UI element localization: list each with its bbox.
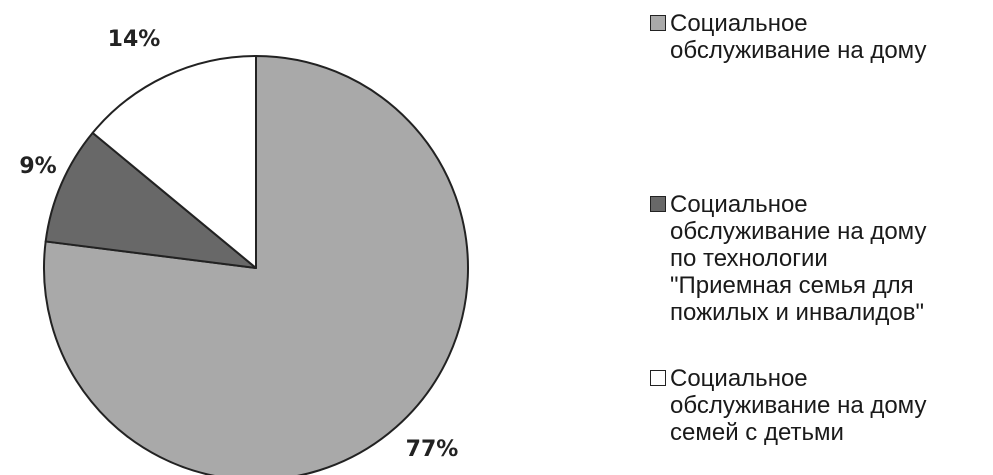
legend-swatch-foster-family bbox=[650, 196, 666, 212]
legend-swatch-home-care bbox=[650, 15, 666, 31]
legend-label-home-care: Социальное обслуживание на дому bbox=[670, 10, 927, 64]
legend-label-foster-family: Социальное обслуживание на дому по техно… bbox=[670, 191, 927, 326]
legend-item-home-care: Социальное обслуживание на дому bbox=[650, 10, 985, 64]
pie-slice-families-with-children bbox=[91, 55, 257, 269]
data-label-families-with-children: 14% bbox=[108, 27, 161, 52]
legend-item-families-with-children: Социальное обслуживание на дому семей с … bbox=[650, 365, 985, 446]
pie-data-labels: 77% 9% 14% bbox=[19, 27, 458, 462]
legend-label-families-with-children: Социальное обслуживание на дому семей с … bbox=[670, 365, 927, 446]
pie-slice-home-care bbox=[43, 55, 469, 475]
data-label-foster-family: 9% bbox=[19, 154, 56, 179]
data-label-home-care: 77% bbox=[406, 437, 459, 462]
legend: Социальное обслуживание на дому Социальн… bbox=[650, 0, 990, 475]
pie-slices bbox=[43, 55, 469, 475]
legend-swatch-families-with-children bbox=[650, 370, 666, 386]
pie-slice-foster-family bbox=[44, 131, 257, 269]
legend-item-foster-family: Социальное обслуживание на дому по техно… bbox=[650, 191, 985, 326]
